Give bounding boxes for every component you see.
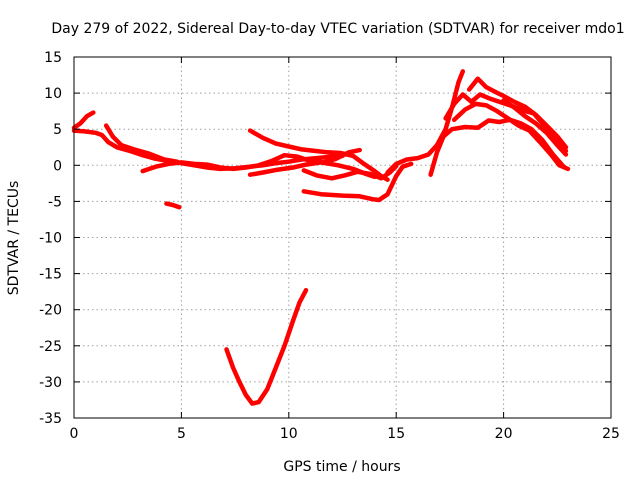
series-pass-12	[451, 101, 571, 172]
series-pass-13	[466, 76, 569, 150]
x-tick-label: 10	[280, 426, 298, 442]
x-tick-label: 0	[70, 426, 79, 442]
x-tick-label: 5	[177, 426, 186, 442]
series-pass-8	[301, 161, 414, 203]
grid-lines	[74, 57, 611, 418]
chart-title: Day 279 of 2022, Sidereal Day-to-day VTE…	[51, 21, 624, 37]
series-pass-15	[164, 201, 182, 210]
y-tick-label: -15	[39, 267, 62, 283]
y-tick-label: 5	[53, 122, 62, 138]
y-tick-label: -20	[39, 303, 62, 319]
y-tick-label: 0	[53, 158, 62, 174]
series-pass-14	[501, 98, 569, 157]
series-pass-1	[71, 110, 96, 131]
x-tick-label: 15	[387, 426, 405, 442]
axis-ticks: 0 5 10 15 20 25 15 10 5 0 -5 -10 -15 -20 -25 -30 -35	[39, 50, 620, 442]
y-tick-label: -5	[48, 194, 62, 210]
data-series	[71, 69, 571, 406]
y-tick-label: -30	[39, 375, 62, 391]
x-axis-label: GPS time / hours	[283, 459, 400, 475]
y-tick-label: 15	[44, 50, 62, 66]
series-pass-3	[103, 123, 180, 164]
y-axis-label: SDTVAR / TECUs	[6, 181, 22, 296]
series-pass-5	[247, 128, 390, 182]
y-tick-label: -25	[39, 339, 62, 355]
y-tick-label: -10	[39, 231, 62, 247]
x-tick-label: 20	[495, 426, 513, 442]
x-tick-label: 25	[602, 426, 620, 442]
y-tick-label: -35	[39, 411, 62, 427]
series-pass-10	[428, 117, 566, 177]
series-pass-9	[385, 69, 466, 175]
series-pass-16	[224, 287, 309, 406]
y-tick-label: 10	[44, 86, 62, 102]
